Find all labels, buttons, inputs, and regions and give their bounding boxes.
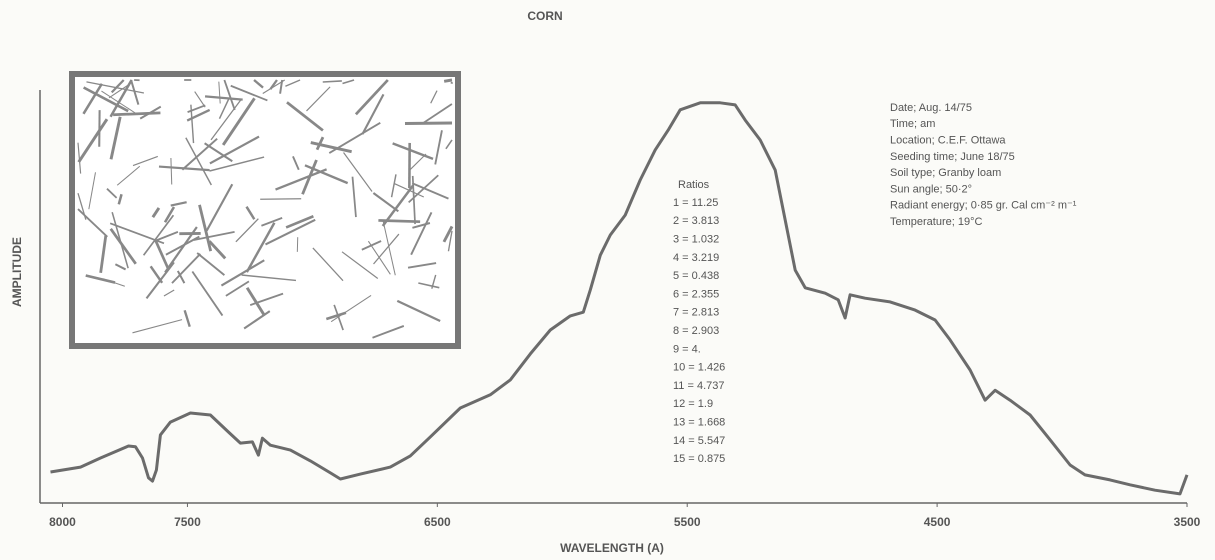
annotation: Time; am: [890, 118, 935, 130]
annotation: Soil type; Granby loam: [890, 167, 1001, 179]
y-axis-label: AMPLITUDE: [10, 237, 24, 307]
x-axis-label: WAVELENGTH (A): [560, 541, 664, 555]
ratio-item: 6 = 2.355: [673, 288, 719, 300]
annotation: Sun angle; 50·2°: [890, 183, 972, 195]
ratio-item: 1 = 11.25: [673, 197, 718, 209]
ratio-item: 2 = 3.813: [673, 215, 719, 227]
annotation: Location; C.E.F. Ottawa: [890, 135, 1006, 147]
ratio-item: 13 = 1.668: [673, 417, 725, 429]
photo-stroke: [323, 81, 342, 82]
x-tick-label: 5500: [674, 515, 701, 529]
photo-inset: [72, 74, 458, 346]
ratio-item: 9 = 4.: [673, 343, 701, 355]
ratio-item: 7 = 2.813: [673, 307, 719, 319]
x-tick-label: 4500: [924, 515, 951, 529]
ratio-item: 14 = 5.547: [673, 435, 725, 447]
ratio-item: 11 = 4.737: [673, 380, 724, 392]
photo-stroke: [444, 80, 452, 81]
annotation: Temperature; 19°C: [890, 216, 982, 228]
ratio-item: 3 = 1.032: [673, 234, 719, 246]
annotation: Radiant energy; 0·85 gr. Cal cm⁻² m⁻¹: [890, 200, 1077, 212]
ratio-item: 10 = 1.426: [673, 362, 725, 374]
x-tick-label: 8000: [49, 515, 76, 529]
x-tick-label: 7500: [174, 515, 201, 529]
x-tick-label: 3500: [1174, 515, 1201, 529]
photo-stroke: [451, 82, 452, 84]
annotation: Seeding time; June 18/75: [890, 151, 1015, 163]
annotation: Date; Aug. 14/75: [890, 102, 972, 114]
ratio-item: 5 = 0.438: [673, 270, 719, 282]
ratio-item: 12 = 1.9: [673, 398, 713, 410]
chart: CORN WAVELENGTH (A) AMPLITUDE 8000 7500 65…: [0, 0, 1215, 560]
ratio-item: 4 = 3.219: [673, 252, 719, 264]
chart-title: CORN: [527, 9, 562, 23]
ratio-item: 15 = 0.875: [673, 453, 725, 465]
ratios-title: Ratios: [678, 179, 710, 191]
x-tick-label: 6500: [424, 515, 451, 529]
ratio-item: 8 = 2.903: [673, 325, 719, 337]
